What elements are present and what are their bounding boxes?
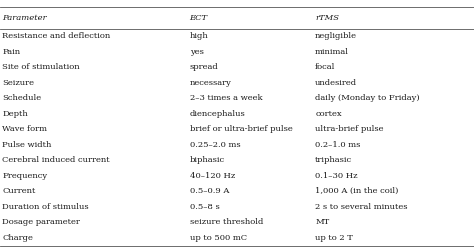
Text: brief or ultra-brief pulse: brief or ultra-brief pulse — [190, 125, 292, 133]
Text: 0.1–30 Hz: 0.1–30 Hz — [315, 172, 358, 180]
Text: MT: MT — [315, 218, 329, 226]
Text: negligible: negligible — [315, 32, 357, 40]
Text: Pain: Pain — [2, 48, 20, 56]
Text: 1,000 A (in the coil): 1,000 A (in the coil) — [315, 187, 399, 195]
Text: Pulse width: Pulse width — [2, 141, 52, 149]
Text: 40–120 Hz: 40–120 Hz — [190, 172, 235, 180]
Text: focal: focal — [315, 63, 336, 71]
Text: ECT: ECT — [190, 14, 208, 22]
Text: necessary: necessary — [190, 79, 231, 87]
Text: Charge: Charge — [2, 234, 33, 242]
Text: diencephalus: diencephalus — [190, 110, 246, 118]
Text: 2–3 times a week: 2–3 times a week — [190, 94, 262, 102]
Text: Cerebral induced current: Cerebral induced current — [2, 156, 110, 164]
Text: 2 s to several minutes: 2 s to several minutes — [315, 203, 408, 211]
Text: Frequency: Frequency — [2, 172, 47, 180]
Text: Site of stimulation: Site of stimulation — [2, 63, 80, 71]
Text: high: high — [190, 32, 209, 40]
Text: seizure threshold: seizure threshold — [190, 218, 263, 226]
Text: Depth: Depth — [2, 110, 28, 118]
Text: Duration of stimulus: Duration of stimulus — [2, 203, 89, 211]
Text: 0.5–0.9 A: 0.5–0.9 A — [190, 187, 229, 195]
Text: Dosage parameter: Dosage parameter — [2, 218, 80, 226]
Text: Resistance and deflection: Resistance and deflection — [2, 32, 110, 40]
Text: spread: spread — [190, 63, 219, 71]
Text: 0.2–1.0 ms: 0.2–1.0 ms — [315, 141, 361, 149]
Text: Schedule: Schedule — [2, 94, 42, 102]
Text: rTMS: rTMS — [315, 14, 339, 22]
Text: up to 500 mC: up to 500 mC — [190, 234, 247, 242]
Text: Current: Current — [2, 187, 36, 195]
Text: Seizure: Seizure — [2, 79, 35, 87]
Text: daily (Monday to Friday): daily (Monday to Friday) — [315, 94, 420, 102]
Text: triphasic: triphasic — [315, 156, 352, 164]
Text: Parameter: Parameter — [2, 14, 47, 22]
Text: 0.25–2.0 ms: 0.25–2.0 ms — [190, 141, 240, 149]
Text: ultra-brief pulse: ultra-brief pulse — [315, 125, 384, 133]
Text: cortex: cortex — [315, 110, 342, 118]
Text: 0.5–8 s: 0.5–8 s — [190, 203, 219, 211]
Text: up to 2 T: up to 2 T — [315, 234, 353, 242]
Text: biphasic: biphasic — [190, 156, 225, 164]
Text: minimal: minimal — [315, 48, 349, 56]
Text: yes: yes — [190, 48, 203, 56]
Text: undesired: undesired — [315, 79, 357, 87]
Text: Wave form: Wave form — [2, 125, 47, 133]
